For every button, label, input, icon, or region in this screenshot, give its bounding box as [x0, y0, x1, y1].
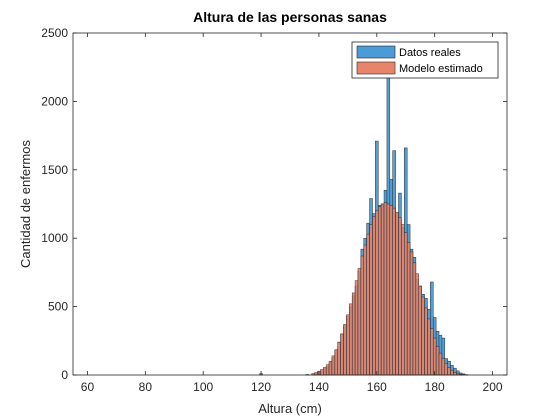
bar-series-1-x-166 — [392, 207, 396, 376]
bar-series-1-x-181 — [435, 346, 440, 376]
bar-series-1-x-172 — [409, 251, 414, 376]
bar-series-1-x-146 — [334, 349, 338, 376]
x-axis-label: Altura (cm) — [258, 401, 322, 416]
bar-series-1-x-150 — [346, 314, 350, 376]
bar-series-1-x-175 — [418, 285, 422, 376]
bar-series-1-x-185 — [447, 367, 451, 376]
bar-series-1-x-158 — [369, 224, 373, 376]
bar-series-1-x-169 — [401, 224, 405, 376]
bar-series-1-x-151 — [349, 303, 353, 376]
bar-series-1-x-159 — [372, 216, 376, 376]
x-tick-label-140: 140 — [309, 380, 329, 394]
bar-series-1-x-168 — [398, 217, 402, 376]
bar-series-1-x-167 — [395, 211, 399, 376]
bar-series-1-x-173 — [412, 262, 417, 376]
plot-background — [73, 33, 507, 375]
bar-series-1-x-183 — [441, 358, 446, 376]
y-tick-label-500: 500 — [48, 300, 68, 314]
y-tick-label-2500: 2500 — [41, 26, 68, 40]
bar-series-1-x-171 — [406, 242, 411, 376]
bar-series-1-x-156 — [363, 244, 367, 376]
bar-series-1-x-187 — [453, 372, 457, 376]
x-tick-label-160: 160 — [367, 380, 387, 394]
legend-swatch-modelo-estimado — [356, 61, 396, 75]
y-axis-label: Cantidad de enfermos — [18, 140, 33, 268]
bar-series-1-x-153 — [354, 280, 359, 376]
bar-series-1-x-170 — [404, 232, 408, 376]
bar-series-1-x-178 — [427, 318, 431, 376]
y-tick-label-0: 0 — [61, 368, 68, 382]
bar-series-1-x-147 — [337, 341, 341, 376]
bar-series-1-x-177 — [424, 307, 428, 376]
bar-series-1-x-180 — [432, 337, 437, 376]
legend-label-datos-reales: Datos reales — [399, 47, 461, 59]
bar-series-1-x-162 — [380, 203, 385, 376]
bar-series-1-x-154 — [357, 268, 362, 376]
bar-series-1-x-176 — [421, 296, 425, 376]
x-tick-label-180: 180 — [425, 380, 445, 394]
y-tick-label-2000: 2000 — [41, 94, 68, 108]
legend-swatch-datos-reales — [356, 45, 396, 59]
bar-series-1-x-174 — [415, 273, 419, 376]
axes-box — [72, 32, 508, 376]
y-ticks: 0 500 1000 1500 2000 2500 — [41, 26, 507, 382]
bar-series-1-x-141 — [320, 369, 324, 376]
x-tick-label-200: 200 — [483, 380, 503, 394]
bar-series-1-x-143 — [325, 364, 330, 376]
legend: Datos reales Modelo estimado — [351, 41, 499, 79]
chart-title: Altura de las personas sanas — [193, 9, 387, 25]
bar-series-1-x-186 — [450, 369, 454, 376]
bar-series-1-x-144 — [328, 361, 333, 376]
x-tick-label-60: 60 — [81, 380, 95, 394]
legend-label-modelo-estimado: Modelo estimado — [399, 63, 483, 75]
y-tick-label-1000: 1000 — [41, 231, 68, 245]
bar-series-1-x-145 — [331, 355, 336, 376]
bar-series-1-x-182 — [438, 352, 443, 376]
x-tick-label-100: 100 — [193, 380, 213, 394]
bar-series-1-x-152 — [351, 292, 356, 376]
bar-series-1-x-149 — [343, 324, 347, 376]
bar-series-1-x-179 — [430, 328, 434, 376]
bar-series-1-x-164 — [386, 203, 391, 376]
bar-series-1-x-160 — [375, 210, 379, 376]
bar-series-1-x-148 — [340, 333, 344, 376]
bar-series-1-x-142 — [323, 367, 327, 376]
bar-series-1-x-184 — [444, 363, 448, 376]
bar-series-1-x-161 — [378, 206, 382, 376]
x-tick-label-80: 80 — [139, 380, 153, 394]
bar-series-1-x-165 — [389, 205, 393, 376]
bar-series-1-x-157 — [366, 233, 370, 376]
bar-series-1-x-163 — [383, 202, 388, 376]
y-tick-label-1500: 1500 — [41, 163, 68, 177]
x-ticks: 60 80 100 120 140 160 180 200 — [81, 33, 503, 394]
bar-series-1-x-155 — [360, 255, 365, 376]
x-tick-label-120: 120 — [251, 380, 271, 394]
